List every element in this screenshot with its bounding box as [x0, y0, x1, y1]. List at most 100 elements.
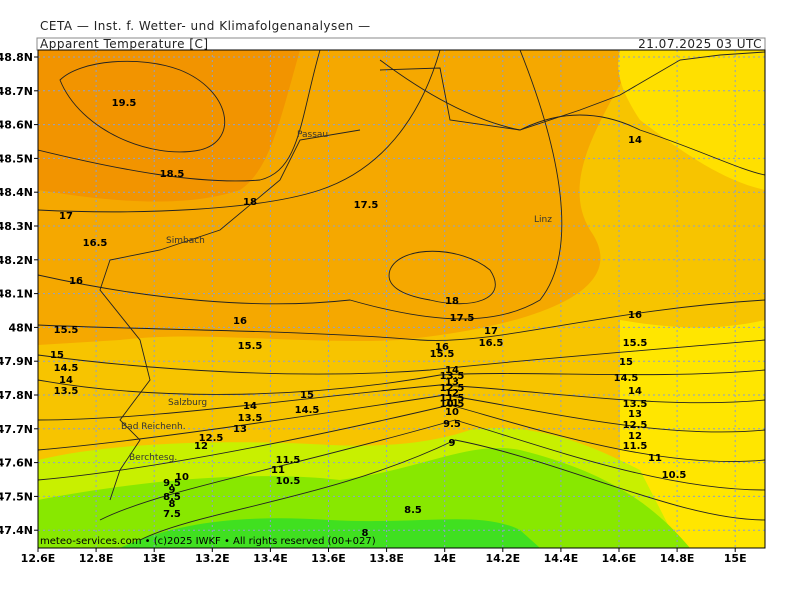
contour-label: 11.5: [440, 393, 465, 404]
contour-label: 18.5: [160, 169, 185, 180]
contour-label: 16: [435, 342, 449, 353]
contour-label: 15: [300, 390, 314, 401]
institute-title: CETA — Inst. f. Wetter- und Klimafolgena…: [40, 19, 371, 33]
lat-label: 48.6N: [0, 119, 33, 132]
lon-label: 14.8E: [660, 552, 695, 565]
contour-label: 9.5: [443, 419, 461, 430]
lat-label: 47.5N: [0, 490, 33, 503]
variable-title: Apparent Temperature [C]: [40, 37, 209, 51]
contour-label: 11: [648, 453, 662, 464]
lat-label: 47.8N: [0, 389, 33, 402]
lon-label: 13E: [143, 552, 166, 565]
contour-label: 16.5: [479, 338, 504, 349]
contours: [38, 50, 765, 541]
contour-label: 12.5: [199, 433, 224, 444]
contour-label: 9: [449, 438, 456, 449]
contour-label: 8: [169, 499, 176, 510]
contour-label: 17: [484, 326, 498, 337]
valid-time: 21.07.2025 03 UTC: [638, 37, 762, 51]
color-fill: [38, 50, 765, 548]
contour-label: 14: [445, 365, 459, 376]
contour-label: 9.5: [163, 478, 181, 489]
contour-label: 11.5: [623, 441, 648, 452]
lat-label: 48.8N: [0, 51, 33, 64]
contour-label: 11: [271, 465, 285, 476]
lon-label: 14.2E: [485, 552, 520, 565]
contour-label: 14: [628, 386, 642, 397]
city-label: Simbach: [166, 236, 205, 246]
contour-label: 12.5: [623, 420, 648, 431]
contour-label: 14.5: [54, 363, 79, 374]
contour-label: 8.5: [163, 492, 181, 503]
lon-label: 14E: [433, 552, 456, 565]
contour-label: 14.5: [614, 373, 639, 384]
contour-label: 15: [50, 350, 64, 361]
contour-label: 10: [175, 472, 189, 483]
city-label: Bad Reichenh.: [121, 422, 186, 432]
footer: meteo-services.com • (c)2025 IWKF • All …: [40, 536, 376, 547]
city-label: Passau: [297, 130, 328, 140]
contour-label: 13: [233, 424, 247, 435]
plot-frame: [37, 49, 766, 549]
contour-label: 12.5: [440, 383, 465, 394]
grid: [34, 50, 765, 552]
city-label: Linz: [534, 215, 552, 225]
lat-label: 48.5N: [0, 152, 33, 165]
lat-label: 48.7N: [0, 85, 33, 98]
lon-label: 12.6E: [21, 552, 56, 565]
lat-label: 47.9N: [0, 355, 33, 368]
contour-label: 15.5: [238, 341, 263, 352]
lat-label: 48N: [8, 321, 33, 334]
contour-label: 15.5: [54, 325, 79, 336]
contour-label: 14.5: [295, 405, 320, 416]
contour-label: 8.5: [404, 505, 422, 516]
lat-label: 47.4N: [0, 524, 33, 537]
lon-label: 13.4E: [253, 552, 288, 565]
lat-label: 47.6N: [0, 457, 33, 470]
contour-label: 9: [169, 485, 176, 496]
contour-label: 13.5: [54, 386, 79, 397]
contour-label: 12: [194, 441, 208, 452]
lat-label: 47.7N: [0, 423, 33, 436]
contour-label: 11: [445, 398, 459, 409]
lat-label: 48.3N: [0, 220, 33, 233]
contour-label: 11.5: [276, 455, 301, 466]
lat-label: 48.2N: [0, 254, 33, 267]
city-label: Berchtesg.: [129, 453, 177, 463]
city-label: Salzburg: [168, 398, 207, 408]
contour-label: 10.5: [662, 470, 687, 481]
contour-label: 13.5: [238, 413, 263, 424]
contour-label: 13.5: [440, 371, 465, 382]
lat-label: 48.4N: [0, 186, 33, 199]
contour-label: 19.5: [112, 98, 137, 109]
contour-label: 16: [69, 276, 83, 287]
contour-label: 16: [628, 310, 642, 321]
contour-label: 12: [445, 388, 459, 399]
contour-label: 16.5: [83, 238, 108, 249]
contour-label: 14: [628, 135, 642, 146]
lon-label: 13.2E: [195, 552, 230, 565]
contour-label: 15.5: [430, 349, 455, 360]
contour-label: 13.5: [623, 399, 648, 410]
contour-label: 16: [233, 316, 247, 327]
contour-label: 8: [362, 528, 369, 539]
lon-label: 15E: [724, 552, 747, 565]
contour-label: 15: [619, 357, 633, 368]
lon-label: 12.8E: [79, 552, 114, 565]
contour-label: 13: [628, 409, 642, 420]
contour-label: 12: [628, 431, 642, 442]
contour-label: 14: [59, 375, 73, 386]
lon-label: 13.8E: [369, 552, 404, 565]
contour-label: 17: [59, 211, 73, 222]
contour-label: 10.5: [276, 476, 301, 487]
contour-label: 13: [445, 377, 459, 388]
contour-label: 10.5: [440, 399, 465, 410]
contour-label: 14: [243, 401, 257, 412]
contour-label: 18: [243, 197, 257, 208]
lon-label: 14.6E: [602, 552, 637, 565]
contour-label: 15.5: [623, 338, 648, 349]
contour-label: 7.5: [163, 509, 181, 520]
lon-label: 13.6E: [311, 552, 346, 565]
